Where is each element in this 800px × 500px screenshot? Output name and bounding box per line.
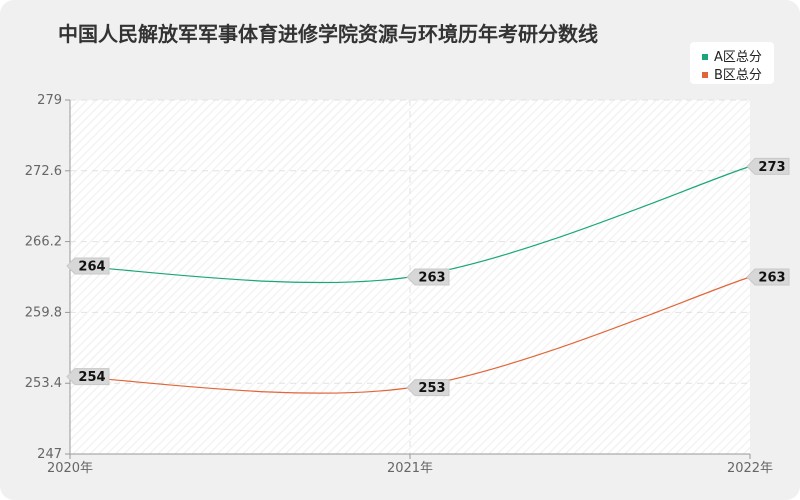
data-label-bg [66,368,110,386]
data-label-1-0: 254 [66,368,110,386]
legend-item-b[interactable]: B区总分 [702,64,762,83]
data-label-bg [746,268,790,286]
data-label-bg [66,257,110,275]
y-tick-label: 259.8 [25,305,62,320]
data-label-text: 273 [758,160,785,175]
data-label-text: 264 [78,259,105,274]
legend: A区总分 B区总分 [690,42,774,84]
legend-label-a: A区总分 [714,50,762,65]
data-label-bg [406,268,450,286]
data-label-0-0: 264 [66,257,110,275]
y-tick-label: 266.2 [25,235,62,250]
y-tick-label: 253.4 [25,376,62,391]
data-label-1-1: 253 [406,379,450,397]
x-tick-label: 2021年 [387,461,433,476]
data-label-text: 263 [418,271,445,286]
legend-swatch-a [702,53,708,60]
data-label-bg [406,379,450,397]
legend-item-a[interactable]: A区总分 [702,46,762,65]
data-label-0-2: 273 [746,157,790,175]
y-tick-label: 247 [37,447,62,462]
y-tick-label: 279 [37,93,62,108]
data-label-bg [746,157,790,175]
y-tick-label: 272.6 [25,164,62,179]
x-tick-label: 2020年 [47,461,93,476]
legend-swatch-b [702,71,708,78]
chart-title: 中国人民解放军军事体育进修学院资源与环境历年考研分数线 [58,22,598,46]
legend-label-b: B区总分 [714,68,762,83]
data-label-text: 254 [78,370,105,385]
data-label-1-2: 263 [746,268,790,286]
data-label-text: 263 [758,271,785,286]
data-label-0-1: 263 [406,268,450,286]
x-tick-label: 2022年 [727,461,773,476]
data-label-text: 253 [418,381,445,396]
